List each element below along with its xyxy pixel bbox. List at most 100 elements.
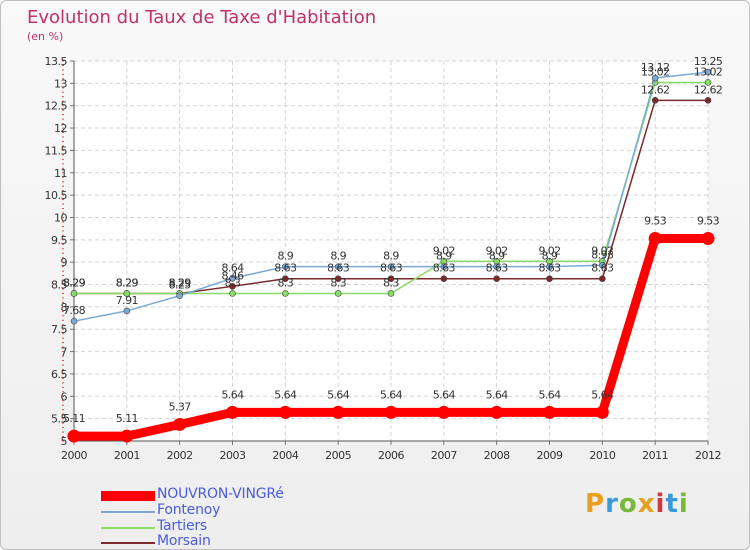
data-point-tartiers [229,290,236,297]
y-tick-label: 12.5 [45,100,68,113]
x-tick-label: 2011 [642,449,668,462]
data-label-nouvron-vingre: 5.11 [116,412,138,425]
data-label-nouvron-vingre: 5.64 [327,388,350,401]
data-label-fontenoy: 8.9 [489,250,505,263]
data-point-morsain [334,275,342,283]
x-tick-label: 2001 [114,449,140,462]
y-tick-label: 7 [61,346,68,359]
data-point-fontenoy [123,307,131,315]
data-point-tartiers [704,79,712,86]
data-label-fontenoy: 8.9 [383,250,399,263]
data-label-tartiers: 8.3 [225,276,241,289]
data-point-fontenoy [229,274,236,282]
data-point-tartiers [123,290,131,297]
logo-letter: P [585,489,606,519]
data-label-morsain: 8.63 [591,262,614,275]
x-tick-label: 2007 [431,449,457,462]
data-label-tartiers: 8.29 [63,276,86,289]
data-point-nouvron-vingre [120,429,134,443]
data-point-nouvron-vingre [226,405,239,419]
data-point-fontenoy [599,262,606,269]
data-label-tartiers: 13.02 [641,65,670,78]
y-tick-label: 7.5 [51,323,67,336]
x-tick-label: 2002 [167,449,193,462]
data-point-nouvron-vingre [701,231,715,245]
data-point-morsain [387,275,395,283]
data-label-tartiers: 9.02 [591,244,613,257]
logo-letter: t [665,489,679,519]
data-label-morsain: 8.29 [63,276,86,289]
y-tick-label: 10 [54,211,67,224]
data-label-fontenoy: 8.9 [330,250,346,263]
logo-letter: x [637,489,656,519]
chart-subtitle: (en %) [27,30,64,43]
data-point-nouvron-vingre [67,429,81,443]
data-point-tartiers [282,290,289,297]
data-label-tartiers: 9.02 [538,244,560,257]
legend-swatch-nouvron-vingre [101,491,155,501]
data-label-tartiers: 9.02 [433,244,455,257]
data-point-nouvron-vingre [173,417,187,431]
data-label-tartiers: 8.3 [277,276,293,289]
legend-label-nouvron-vingre: NOUVRON-VINGRé [157,486,284,502]
data-label-fontenoy: 8.9 [436,250,452,263]
data-label-tartiers: 9.02 [486,244,508,257]
data-label-morsain: 8.46 [221,269,244,282]
data-label-fontenoy: 8.25 [169,279,192,292]
data-label-fontenoy: 8.9 [542,250,558,263]
data-point-fontenoy [176,292,183,300]
data-label-morsain: 8.63 [274,262,297,275]
legend-swatch-morsain [101,542,155,544]
data-label-fontenoy: 7.91 [116,294,138,307]
data-label-nouvron-vingre: 5.64 [221,388,244,401]
grid [73,60,709,442]
y-tick-label: 12 [54,122,67,135]
data-label-nouvron-vingre: 5.64 [591,388,614,401]
series [67,68,715,443]
data-label-morsain: 8.29 [116,276,139,289]
data-point-morsain [440,275,448,283]
data-label-fontenoy: 7.68 [63,304,86,317]
data-label-nouvron-vingre: 5.64 [486,388,509,401]
data-label-nouvron-vingre: 5.64 [380,388,403,401]
y-tick-label: 13.5 [45,55,68,68]
data-point-fontenoy [387,263,395,270]
y-tick-label: 9.5 [51,234,67,247]
x-tick-label: 2003 [220,449,246,462]
logo-letter: r [605,489,619,519]
data-point-nouvron-vingre [543,405,556,419]
data-label-nouvron-vingre: 5.11 [63,412,85,425]
y-tick-label: 11 [54,167,67,180]
data-label-morsain: 8.63 [433,262,456,275]
x-tick-label: 2008 [484,449,510,462]
data-label-nouvron-vingre: 9.53 [697,214,720,227]
y-tick-label: 5 [61,435,68,448]
y-tick-label: 6.5 [51,368,67,381]
data-label-morsain: 8.63 [380,262,403,275]
data-label-nouvron-vingre: 5.64 [538,388,561,401]
data-label-morsain: 8.29 [169,276,192,289]
data-label-nouvron-vingre: 9.53 [644,214,667,227]
logo-letter: i [678,489,689,519]
data-point-morsain [651,97,659,104]
logo-letter: i [655,489,666,519]
data-point-morsain [282,275,289,283]
y-tick-label: 10.5 [45,189,68,202]
x-tick-label: 2000 [61,449,87,462]
data-point-fontenoy [440,263,448,270]
data-point-nouvron-vingre [648,231,662,245]
x-tick-label: 2005 [325,449,351,462]
data-label-tartiers: 8.3 [383,276,399,289]
data-label-morsain: 12.62 [694,83,723,96]
data-label-nouvron-vingre: 5.64 [433,388,456,401]
data-point-tartiers [70,290,78,297]
data-point-morsain [599,275,606,283]
x-tick-label: 2010 [589,449,615,462]
x-tick-label: 2004 [272,449,298,462]
y-tick-label: 8 [61,301,68,314]
data-label-morsain: 8.63 [486,262,509,275]
data-point-nouvron-vingre [384,405,398,419]
data-point-morsain [493,275,500,283]
